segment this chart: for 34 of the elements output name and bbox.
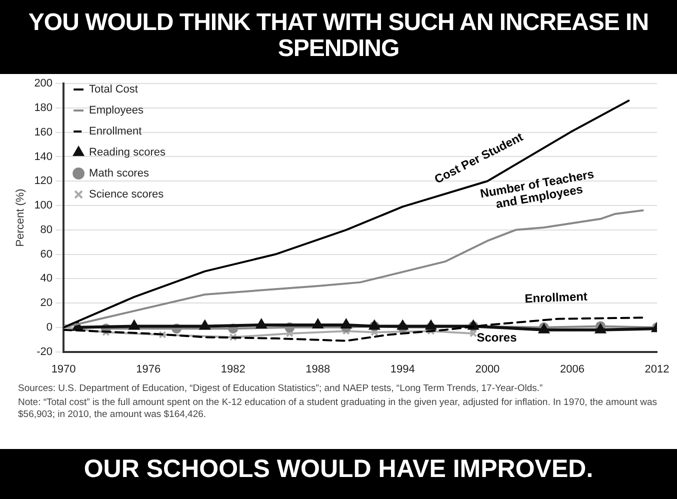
legend-label: Reading scores xyxy=(89,146,166,159)
y-tick-label: 160 xyxy=(34,126,53,138)
x-tick-label: 2006 xyxy=(560,363,584,376)
x-tick-label: 1988 xyxy=(306,363,330,376)
text: Note: “Total cost” is the full amount spent on the K-12 education of a student graduating in the given year, adjusted for inflation. In 1970, the amount was $56,903; in 2010, the amount was $164,426. xyxy=(18,397,658,421)
y-tick-label: 60 xyxy=(40,248,53,260)
legend-label: Math scores xyxy=(89,168,150,180)
x-tick-label: 1970 xyxy=(51,363,76,376)
y-tick-label: 80 xyxy=(40,224,53,236)
y-tick-label: 200 xyxy=(34,78,53,90)
annotation: Scores xyxy=(476,330,518,345)
y-tick-label: 100 xyxy=(34,200,53,212)
annotation: Enrollment xyxy=(524,289,588,306)
y-tick-label: -20 xyxy=(36,346,53,358)
x-tick-label: 2000 xyxy=(475,363,500,376)
y-tick-label: 40 xyxy=(40,272,53,285)
legend-label: Science scores xyxy=(89,188,164,201)
x-tick-label: 1976 xyxy=(136,363,161,376)
text: OUR SCHOOLS WOULD HAVE IMPROVED. xyxy=(82,455,594,484)
x-tick-label: 1994 xyxy=(390,363,415,376)
chart-title: YOU WOULD THINK THAT WITH SUCH AN INCREASE IN SPENDING xyxy=(27,8,650,64)
y-tick-label: 0 xyxy=(46,321,53,334)
y-axis-title: Percent (%) xyxy=(14,188,27,247)
x-tick-label: 1982 xyxy=(220,363,246,376)
annotation: Number of Teachers and Employees xyxy=(479,166,596,212)
legend-label: Employees xyxy=(89,104,144,117)
source-note: Sources: U.S. Department of Education, “Digest of Education Statistics”; and NAEP tests, “Long Term Trends, 17-Year-Olds.” xyxy=(18,383,544,395)
legend-label: Total Cost xyxy=(89,84,138,96)
legend-label: Enrollment xyxy=(89,126,142,138)
y-tick-label: 140 xyxy=(34,150,53,163)
y-tick-label: 180 xyxy=(34,102,53,114)
x-tick-label: 2012 xyxy=(644,363,670,376)
y-tick-label: 20 xyxy=(40,297,53,310)
y-tick-label: 120 xyxy=(34,175,53,188)
